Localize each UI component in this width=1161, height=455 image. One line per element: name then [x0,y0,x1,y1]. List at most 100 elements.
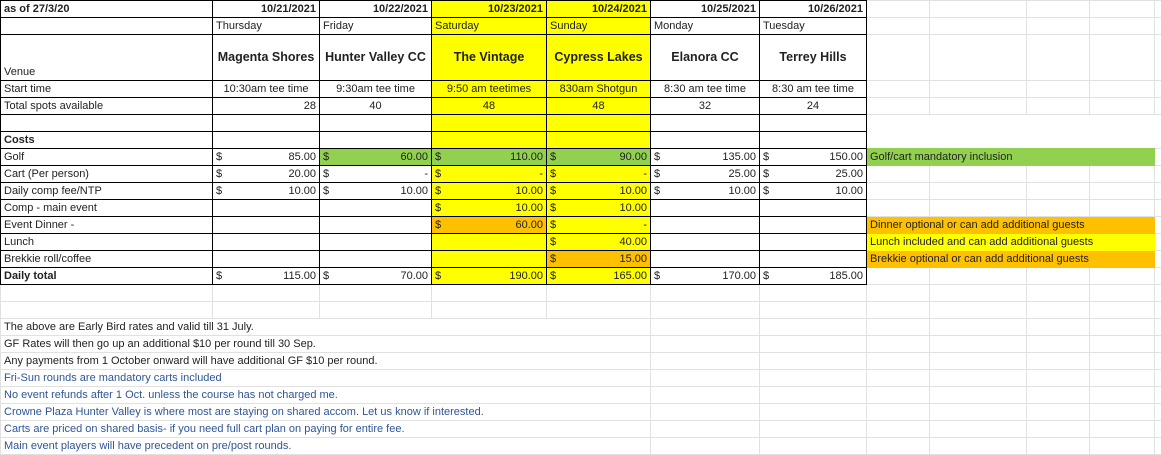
cost-value[interactable]: $10.00 [432,183,547,200]
spots-value[interactable]: 32 [651,98,760,115]
empty-cell[interactable] [930,387,1027,404]
empty-cell[interactable] [1027,302,1090,319]
cost-value[interactable] [651,251,760,268]
empty-cell[interactable] [1090,81,1155,98]
empty-cell[interactable] [213,302,320,319]
empty-cell[interactable] [547,132,651,149]
empty-cell[interactable] [213,285,320,302]
empty-cell[interactable] [213,115,320,132]
empty-cell[interactable] [1090,353,1155,370]
empty-cell[interactable] [1090,438,1155,455]
daily-total-value[interactable]: $185.00 [760,268,867,285]
empty-cell[interactable] [867,370,930,387]
empty-cell[interactable] [867,200,930,217]
empty-cell[interactable] [1,18,213,35]
spots-value[interactable]: 48 [432,98,547,115]
empty-cell[interactable] [1027,285,1090,302]
empty-cell[interactable] [1155,285,1161,302]
empty-cell[interactable] [867,81,930,98]
empty-cell[interactable] [651,370,760,387]
start-time[interactable]: 10:30am tee time [213,81,320,98]
empty-cell[interactable] [1027,353,1090,370]
cost-label[interactable]: Lunch [1,234,213,251]
empty-cell[interactable] [1155,183,1161,200]
cost-label[interactable]: Cart (Per person) [1,166,213,183]
venue-name[interactable]: Elanora CC [651,35,760,81]
empty-cell[interactable] [930,200,1027,217]
start-time[interactable]: 8:30 am tee time [760,81,867,98]
empty-cell[interactable] [432,115,547,132]
daily-total-value[interactable]: $190.00 [432,268,547,285]
empty-cell[interactable] [1155,421,1161,438]
cost-value[interactable]: $- [432,166,547,183]
weekday-cell[interactable]: Saturday [432,18,547,35]
empty-cell[interactable] [1027,421,1090,438]
daily-total-value[interactable]: $115.00 [213,268,320,285]
empty-cell[interactable] [867,404,930,421]
cost-value[interactable] [432,251,547,268]
empty-cell[interactable] [1027,18,1090,35]
cost-value[interactable]: $10.00 [651,183,760,200]
cost-value[interactable] [432,234,547,251]
empty-cell[interactable] [1155,1,1161,18]
empty-cell[interactable] [1155,251,1161,268]
start-time[interactable]: 8:30 am tee time [651,81,760,98]
cost-value[interactable]: $25.00 [760,166,867,183]
as-of-date[interactable]: as of 27/3/20 [1,1,213,18]
empty-cell[interactable] [1027,1,1090,18]
note-text[interactable]: Carts are priced on shared basis- if you… [1,421,651,438]
empty-cell[interactable] [1090,166,1155,183]
daily-total-value[interactable]: $170.00 [651,268,760,285]
costs-heading[interactable]: Costs [1,132,213,149]
empty-cell[interactable] [760,353,867,370]
empty-cell[interactable] [930,353,1027,370]
empty-cell[interactable] [1155,404,1161,421]
empty-cell[interactable] [867,421,930,438]
empty-cell[interactable] [1155,81,1161,98]
spots-value[interactable]: 40 [320,98,432,115]
empty-cell[interactable] [1027,319,1090,336]
empty-cell[interactable] [651,132,760,149]
cost-value[interactable] [651,200,760,217]
cost-value[interactable] [651,234,760,251]
cost-value[interactable]: $40.00 [547,234,651,251]
empty-cell[interactable] [760,370,867,387]
cost-label[interactable]: Comp - main event [1,200,213,217]
empty-cell[interactable] [760,421,867,438]
empty-cell[interactable] [1155,319,1161,336]
daily-total-label[interactable]: Daily total [1,268,213,285]
empty-cell[interactable] [867,336,930,353]
empty-cell[interactable] [930,166,1027,183]
empty-cell[interactable] [867,302,930,319]
empty-cell[interactable] [320,302,432,319]
venue-name[interactable]: Cypress Lakes [547,35,651,81]
empty-cell[interactable] [1090,319,1155,336]
empty-cell[interactable] [760,438,867,455]
daily-total-value[interactable]: $165.00 [547,268,651,285]
note-text[interactable]: Crowne Plaza Hunter Valley is where most… [1,404,651,421]
empty-cell[interactable] [930,336,1027,353]
spots-value[interactable]: 28 [213,98,320,115]
empty-cell[interactable] [1027,268,1090,285]
empty-cell[interactable] [867,98,930,115]
cost-value[interactable] [651,217,760,234]
cost-value[interactable]: $25.00 [651,166,760,183]
cost-value[interactable]: $10.00 [432,200,547,217]
empty-cell[interactable] [760,319,867,336]
empty-cell[interactable] [930,1,1027,18]
empty-cell[interactable] [432,302,547,319]
empty-cell[interactable] [930,404,1027,421]
empty-cell[interactable] [1090,18,1155,35]
cost-value[interactable]: $20.00 [213,166,320,183]
empty-cell[interactable] [760,336,867,353]
cost-value[interactable]: $150.00 [760,149,867,166]
empty-cell[interactable] [930,268,1027,285]
cost-value[interactable]: $- [547,166,651,183]
empty-cell[interactable] [1027,200,1090,217]
empty-cell[interactable] [432,285,547,302]
empty-cell[interactable] [930,302,1027,319]
empty-cell[interactable] [1155,166,1161,183]
cost-label[interactable]: Daily comp fee/NTP [1,183,213,200]
empty-cell[interactable] [1027,98,1090,115]
empty-cell[interactable] [1155,217,1161,234]
